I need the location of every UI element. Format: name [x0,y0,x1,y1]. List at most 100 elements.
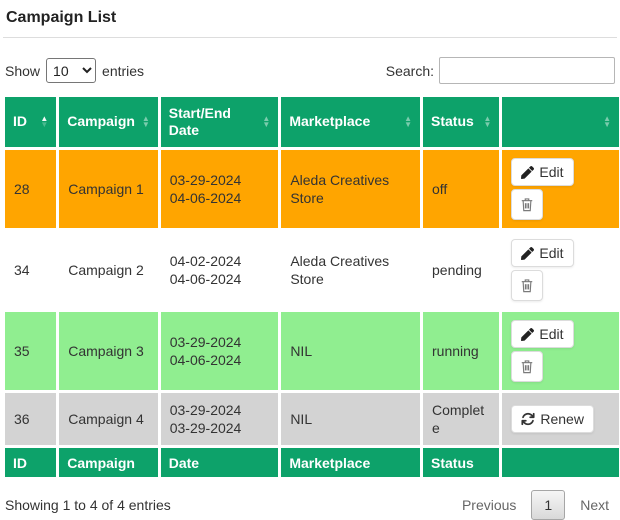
start-date: 03-29-2024 [169,402,242,418]
cell-campaign: Campaign 4 [59,393,158,446]
sort-desc-icon: ▼ [483,120,492,129]
sort-arrows-icon: ▲ ▼ [404,115,412,129]
table-header-row: ID ▲ ▼ Campaign ▲ ▼ Start/End Date ▲ ▼ Marketplac… [5,97,619,147]
table-row: 34 Campaign 2 04-02-2024 04-06-2024 Aleda Cr… [5,231,619,309]
column-header-content: Status ▲ ▼ [431,113,491,131]
footer-column-marketplace: Marketplace [281,448,420,478]
start-date: 03-29-2024 [169,171,242,188]
sort-asc-icon: ▲ [40,114,49,123]
cell-marketplace: Aleda Creatives Store [281,150,420,228]
next-page-button[interactable]: Next [580,497,609,514]
row-actions: Edit [511,158,610,220]
table-controls: Show 10 entries Search: [5,57,615,84]
column-header-content: ID ▲ ▼ [13,113,48,131]
delete-button[interactable] [511,351,544,382]
trash-icon [522,360,533,374]
row-actions: Edit [511,320,610,382]
cell-status: running [423,312,500,390]
cell-marketplace: NIL [281,312,420,390]
sort-desc-icon: ▼ [262,120,271,129]
column-header-start-end-date[interactable]: Start/End Date ▲ ▼ [160,97,279,147]
column-header-id[interactable]: ID ▲ ▼ [5,97,57,147]
page-length-control: Show 10 entries [5,58,144,83]
edit-button-label: Edit [539,245,564,261]
sort-desc-icon: ▼ [141,120,150,129]
search-control: Search: [386,57,615,84]
cell-campaign: Campaign 3 [59,312,158,390]
edit-button[interactable]: Edit [511,239,574,267]
page-length-select[interactable]: 10 [46,58,97,83]
edit-button[interactable]: Edit [511,320,574,348]
column-header-marketplace[interactable]: Marketplace ▲ ▼ [281,97,420,147]
entries-summary: Showing 1 to 4 of 4 entries [5,497,171,514]
column-header-label: Campaign [67,113,135,130]
pagination: Previous 1 Next [456,490,615,520]
end-date: 04-06-2024 [169,190,242,206]
footer-column-campaign: Campaign [59,448,158,478]
search-label: Search: [385,62,434,79]
cell-date: 04-02-2024 04-06-2024 [160,231,279,309]
entries-label: entries [102,62,145,79]
pencil-icon [521,165,535,179]
delete-button[interactable] [511,270,544,301]
row-actions: Edit [511,239,610,301]
column-header-content: Marketplace ▲ ▼ [289,113,412,131]
table-body: 28 Campaign 1 03-29-2024 04-06-2024 Aleda Cr… [5,150,619,446]
sort-asc-icon: ▲ [483,114,492,123]
campaign-table: ID ▲ ▼ Campaign ▲ ▼ Start/End Date ▲ ▼ Marketplac… [2,94,620,480]
sort-arrows-icon: ▲ ▼ [603,114,611,129]
cell-marketplace: Aleda Creatives Store [281,231,420,309]
pencil-icon [521,327,535,341]
previous-page-button[interactable]: Previous [461,497,517,514]
trash-icon [522,198,533,212]
cell-actions: Edit [502,312,619,390]
column-header-content: Start/End Date ▲ ▼ [169,105,271,140]
footer-column-date: Date [160,448,279,478]
table-footer-row: ID Campaign Date Marketplace Status [5,448,619,478]
footer-column-id: ID [5,448,57,478]
end-date: 04-06-2024 [169,352,242,368]
cell-status: pending [423,231,500,309]
cell-actions: Edit [502,231,619,309]
sort-desc-icon: ▼ [603,120,611,129]
sort-asc-icon: ▲ [603,114,611,123]
sort-arrows-icon: ▲ ▼ [483,114,492,129]
edit-button-label: Edit [539,164,564,180]
edit-button-label: Edit [539,326,564,342]
edit-button[interactable]: Edit [511,158,574,186]
cell-actions: Renew [502,393,619,446]
title-divider [3,37,617,38]
column-header-status[interactable]: Status ▲ ▼ [423,97,500,147]
trash-icon [522,279,533,293]
column-header-content: ▲ ▼ [510,114,611,129]
end-date: 03-29-2024 [169,420,242,437]
row-actions: Renew [511,405,610,434]
delete-button[interactable] [511,189,544,220]
sort-arrows-icon: ▲ ▼ [262,114,271,129]
column-header-campaign[interactable]: Campaign ▲ ▼ [59,97,158,147]
end-date: 04-06-2024 [169,271,242,287]
cell-id: 34 [5,231,57,309]
cell-campaign: Campaign 1 [59,150,158,228]
cell-marketplace: NIL [281,393,420,446]
cell-status: off [423,150,500,228]
page-button-1[interactable]: 1 [531,490,566,520]
cell-actions: Edit [502,150,619,228]
page-number-buttons: 1 [531,490,566,520]
column-header-actions[interactable]: ▲ ▼ [502,97,619,147]
search-input[interactable] [439,57,615,84]
renew-button[interactable]: Renew [511,405,594,434]
cell-status: Complete [423,393,500,446]
sort-arrows-icon: ▲ ▼ [40,114,49,129]
column-header-label: Status [431,113,474,130]
sort-desc-icon: ▼ [404,120,412,129]
footer-column-status: Status [423,448,500,478]
cell-id: 28 [5,150,57,228]
cell-id: 36 [5,393,57,446]
sort-desc-icon: ▼ [40,120,49,129]
sort-asc-icon: ▲ [262,114,271,123]
start-date: 04-02-2024 [169,252,242,269]
show-label: Show [5,62,41,79]
cell-date: 03-29-2024 03-29-2024 [160,393,279,446]
